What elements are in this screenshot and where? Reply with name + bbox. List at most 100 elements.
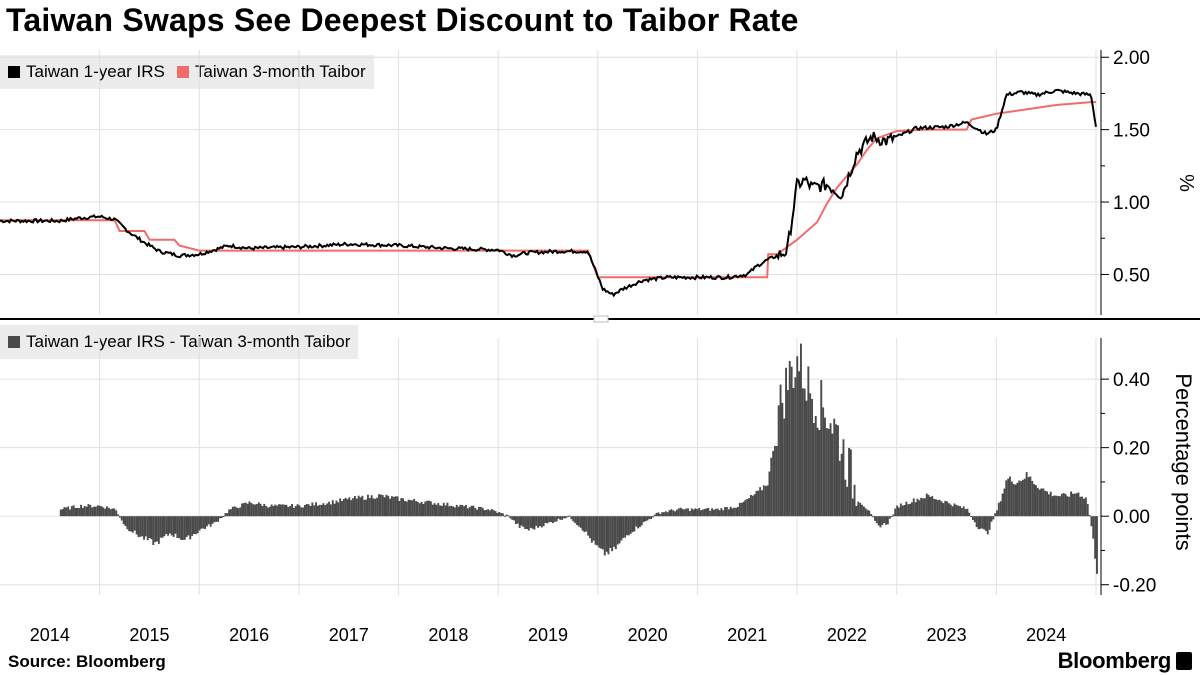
legend-item-taibor[interactable]: Taiwan 3-month Taibor [176,62,366,82]
spread-bar [209,516,212,527]
spread-bar [137,516,140,538]
spread-bar [603,516,606,556]
spread-bar [624,516,627,538]
spread-bar [725,507,728,517]
spread-bar [361,495,364,517]
spread-bar [1027,477,1030,517]
spread-bar [527,516,530,531]
spread-bar [426,500,429,517]
spread-bar [150,516,153,540]
spread-bar [583,516,586,533]
spread-bar [590,516,593,543]
spread-bar [709,510,712,517]
spread-bar [283,504,286,517]
spread-bar [1044,490,1047,517]
spread-bar [973,516,976,523]
spread-bar [962,506,965,517]
spread-bar [614,516,617,550]
spread-bar [718,510,721,517]
spread-bar [348,497,351,517]
spread-bar [585,516,588,532]
spread-bar [1077,492,1080,517]
spread-bar [948,503,950,517]
spread-bar [1031,480,1034,517]
spread-bar [1062,493,1065,517]
spread-bar [135,516,138,535]
spread-bar [587,516,590,536]
spread-bar [359,497,362,517]
spread-bar [87,504,90,517]
spread-bar [1073,493,1076,517]
spread-bar [894,508,897,517]
spread-bar [616,516,619,545]
spread-bar [1070,491,1072,517]
spread-bar [78,508,81,517]
spread-bar [407,499,410,517]
spread-bar [618,516,621,544]
spread-bar [912,498,915,517]
spread-bar [905,501,908,517]
spread-bar [1003,488,1006,517]
spread-bar [661,512,664,517]
spread-bar [672,510,675,517]
spread-bar [1009,476,1011,517]
spread-bar [119,516,121,518]
spread-bar [970,516,973,518]
spread-bar [953,503,956,517]
spread-bar [635,516,638,527]
spread-bar [544,516,547,523]
spread-bar [254,504,256,517]
spread-bar [877,516,880,526]
x-tick-label: 2014 [30,625,70,645]
spread-bar [794,377,797,517]
spread-bar [700,510,702,517]
spread-bar [637,516,639,529]
legend-item-spread[interactable]: Taiwan 1-year IRS - Taiwan 3-month Taibo… [8,332,350,352]
spread-bar [324,505,327,517]
spread-bar [291,504,293,517]
spread-bar [522,516,525,527]
spread-bar [1079,496,1082,517]
spread-bar [800,343,802,517]
spread-bar [997,502,1000,517]
spread-bar [422,504,425,517]
legend-swatch-irs [8,66,20,78]
spread-bar [577,516,580,527]
spread-bar [156,516,158,542]
spread-bar [1072,493,1074,517]
spread-bar [898,507,900,517]
spread-bar [131,516,134,533]
spread-bar [163,516,166,537]
spread-bar [713,509,715,517]
spread-bar [213,516,216,523]
spread-bar [193,516,195,534]
top-y-axis-title: % [1175,174,1197,192]
spread-bar [370,495,373,517]
spread-bar [146,516,149,541]
spread-bar [196,516,199,534]
spread-bar [1046,491,1048,517]
spread-bar [807,366,810,517]
spread-bar [883,516,886,524]
x-tick-label: 2023 [927,625,967,645]
spread-bar [126,516,129,530]
spread-bar [70,506,73,517]
spread-bar [1066,496,1069,517]
spread-bar [320,504,323,517]
spread-bar [992,516,995,520]
spread-bar [627,516,630,536]
spread-bar [494,511,497,517]
spread-bar [176,516,179,538]
spread-bar [972,516,974,520]
spread-bar [502,513,504,517]
legend-item-irs[interactable]: Taiwan 1-year IRS [8,62,165,82]
spread-bar [631,516,634,533]
spread-bar [161,516,164,538]
x-tick-label: 2018 [428,625,468,645]
spread-bar [379,494,382,517]
spread-bar [901,505,904,517]
spread-bar [827,428,830,517]
spread-bar [402,498,404,517]
spread-bar [816,427,819,517]
spread-bar [309,506,312,517]
